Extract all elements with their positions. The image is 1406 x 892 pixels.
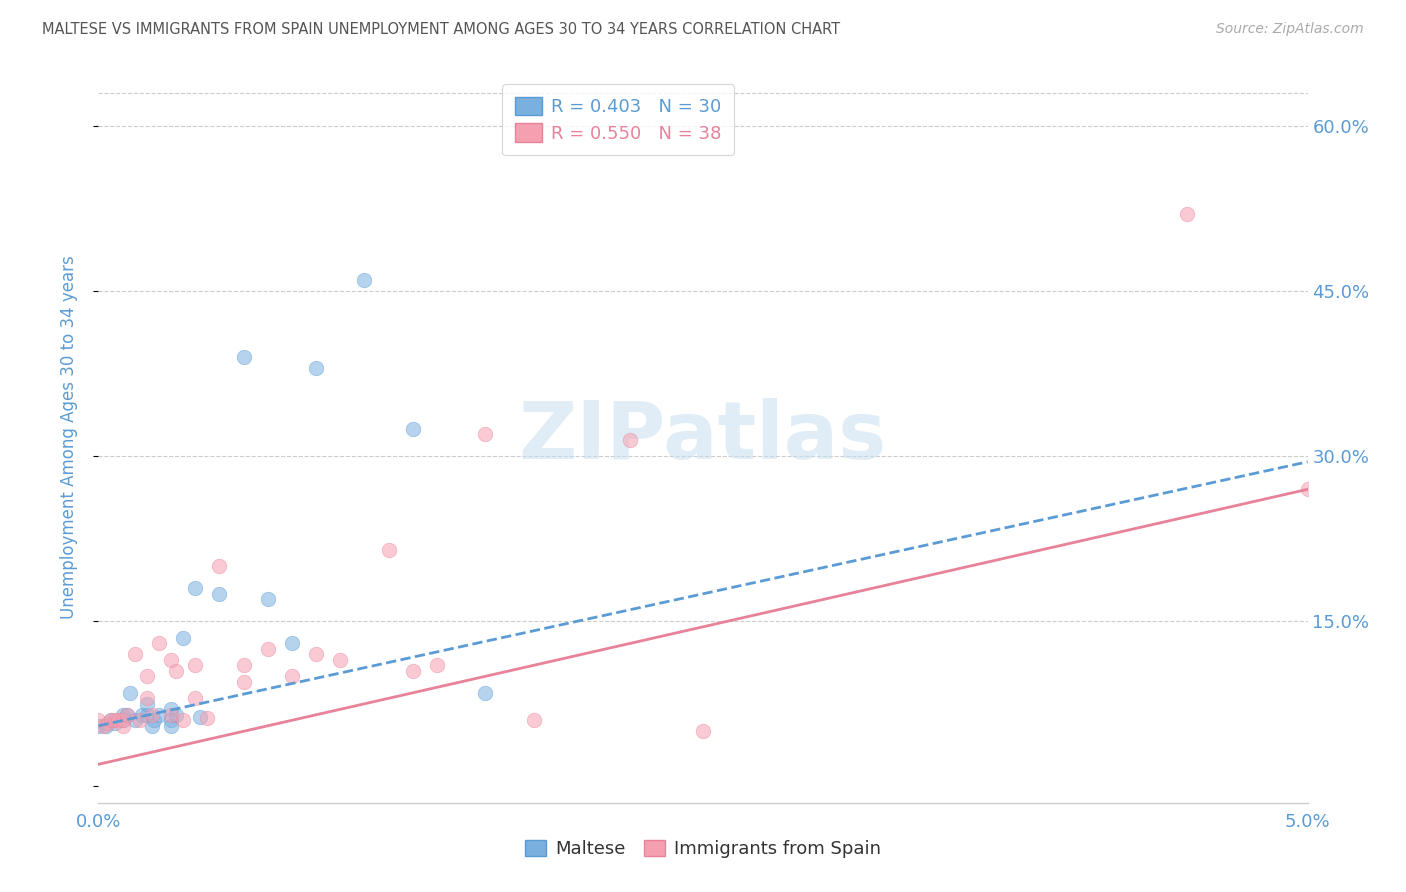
- Point: [426, 658, 449, 673]
- Point: [208, 587, 231, 601]
- Point: [160, 714, 183, 728]
- Point: [135, 691, 157, 706]
- Point: [135, 669, 157, 683]
- Point: [111, 707, 134, 722]
- Point: [124, 714, 146, 728]
- Point: [281, 636, 304, 650]
- Point: [104, 715, 127, 730]
- Point: [111, 714, 134, 728]
- Point: [172, 714, 194, 728]
- Point: [107, 714, 129, 728]
- Point: [402, 664, 425, 678]
- Point: [117, 707, 139, 722]
- Point: [141, 719, 163, 733]
- Point: [523, 714, 546, 728]
- Point: [377, 542, 399, 557]
- Point: [141, 707, 163, 722]
- Point: [256, 592, 278, 607]
- Point: [104, 714, 127, 728]
- Point: [111, 714, 134, 728]
- Point: [131, 707, 153, 722]
- Legend: Maltese, Immigrants from Spain: Maltese, Immigrants from Spain: [516, 830, 890, 867]
- Point: [195, 711, 218, 725]
- Point: [135, 707, 157, 722]
- Point: [118, 686, 141, 700]
- Point: [281, 669, 304, 683]
- Point: [143, 714, 166, 728]
- Point: [165, 664, 187, 678]
- Text: ZIPatlas: ZIPatlas: [519, 398, 887, 476]
- Point: [402, 422, 425, 436]
- Point: [94, 719, 117, 733]
- Point: [208, 559, 231, 574]
- Point: [117, 707, 139, 722]
- Point: [87, 719, 110, 733]
- Point: [353, 273, 375, 287]
- Y-axis label: Unemployment Among Ages 30 to 34 years: Unemployment Among Ages 30 to 34 years: [59, 255, 77, 619]
- Point: [87, 714, 110, 728]
- Point: [165, 707, 187, 722]
- Point: [184, 582, 207, 596]
- Point: [111, 719, 134, 733]
- Point: [184, 691, 207, 706]
- Point: [256, 641, 278, 656]
- Point: [474, 427, 496, 442]
- Point: [184, 658, 207, 673]
- Point: [160, 702, 183, 716]
- Point: [305, 648, 328, 662]
- Point: [128, 714, 150, 728]
- Point: [135, 697, 157, 711]
- Point: [148, 707, 170, 722]
- Point: [172, 631, 194, 645]
- Point: [100, 714, 122, 728]
- Point: [329, 653, 352, 667]
- Point: [160, 707, 183, 722]
- Point: [1296, 483, 1319, 497]
- Point: [160, 719, 183, 733]
- Point: [232, 658, 254, 673]
- Point: [1175, 207, 1198, 221]
- Point: [124, 648, 146, 662]
- Point: [474, 686, 496, 700]
- Point: [619, 433, 641, 447]
- Point: [91, 719, 114, 733]
- Point: [160, 653, 183, 667]
- Text: Source: ZipAtlas.com: Source: ZipAtlas.com: [1216, 22, 1364, 37]
- Text: MALTESE VS IMMIGRANTS FROM SPAIN UNEMPLOYMENT AMONG AGES 30 TO 34 YEARS CORRELAT: MALTESE VS IMMIGRANTS FROM SPAIN UNEMPLO…: [42, 22, 841, 37]
- Point: [232, 351, 254, 365]
- Point: [305, 361, 328, 376]
- Point: [188, 710, 211, 724]
- Point: [97, 715, 120, 730]
- Point: [692, 724, 714, 739]
- Point: [100, 714, 122, 728]
- Point: [232, 674, 254, 689]
- Point: [148, 636, 170, 650]
